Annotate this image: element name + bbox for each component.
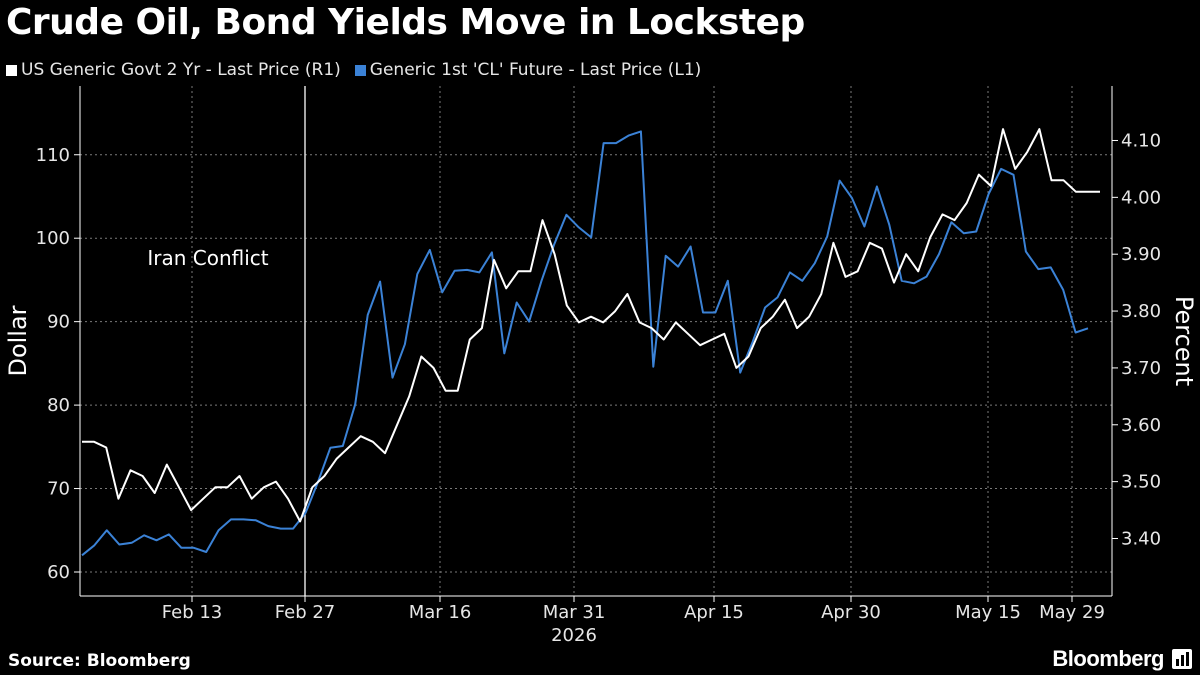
x-tick-label: May 15 <box>955 602 1021 623</box>
chart-title: Crude Oil, Bond Yields Move in Lockstep <box>6 2 805 43</box>
legend-label-2yr: US Generic Govt 2 Yr - Last Price (R1) <box>21 60 341 80</box>
legend-label-cl: Generic 1st 'CL' Future - Last Price (L1… <box>369 60 702 80</box>
right-axis-title: Percent <box>1170 296 1198 386</box>
left-tick-label: 60 <box>47 562 70 583</box>
right-tick-label: 3.60 <box>1121 415 1161 436</box>
legend: US Generic Govt 2 Yr - Last Price (R1) G… <box>6 60 715 80</box>
x-tick-label: Apr 30 <box>821 602 881 623</box>
x-tick-label: Feb 13 <box>162 602 223 623</box>
right-tick-label: 4.10 <box>1121 130 1161 151</box>
x-tick-label: Mar 16 <box>409 602 472 623</box>
left-tick-label: 80 <box>47 395 70 416</box>
source-note: Source: Bloomberg <box>8 651 191 671</box>
x-tick-label: Feb 27 <box>275 602 336 623</box>
left-tick-label: 110 <box>36 145 70 166</box>
x-year-label: 2026 <box>551 625 597 646</box>
legend-item-2yr: US Generic Govt 2 Yr - Last Price (R1) <box>6 60 341 80</box>
x-tick-label: May 29 <box>1039 602 1105 623</box>
legend-swatch-cl <box>354 64 366 76</box>
axes-layer <box>74 86 1118 602</box>
right-tick-label: 3.70 <box>1121 358 1161 379</box>
left-tick-label: 100 <box>36 228 70 249</box>
right-tick-label: 3.80 <box>1121 301 1161 322</box>
terminal-chart-icon <box>1172 649 1192 669</box>
legend-item-cl: Generic 1st 'CL' Future - Last Price (L1… <box>354 60 702 80</box>
brand-logo: Bloomberg <box>1052 646 1192 672</box>
right-tick-label: 3.50 <box>1121 472 1161 493</box>
tick-label-layer: 60 70 80 90 100 110 3.40 3.50 3.60 3.70 3.80 3.90 4.… <box>4 130 1198 646</box>
right-tick-label: 3.40 <box>1121 529 1161 550</box>
series-line-crude-oil <box>81 130 1089 557</box>
right-tick-label: 3.90 <box>1121 244 1161 265</box>
x-tick-label: Mar 31 <box>543 602 606 623</box>
legend-swatch-2yr <box>6 64 17 76</box>
brand-name: Bloomberg <box>1052 646 1164 671</box>
left-axis-title: Dollar <box>4 305 32 376</box>
left-tick-label: 90 <box>47 312 70 333</box>
left-tick-label: 70 <box>47 479 70 500</box>
right-tick-label: 4.00 <box>1121 187 1161 208</box>
x-tick-label: Apr 15 <box>684 602 744 623</box>
annotation-label: Iran Conflict <box>147 246 268 270</box>
series-layer <box>81 128 1100 557</box>
grid-layer <box>80 86 1112 596</box>
series-line-2yr-yield <box>82 128 1100 523</box>
